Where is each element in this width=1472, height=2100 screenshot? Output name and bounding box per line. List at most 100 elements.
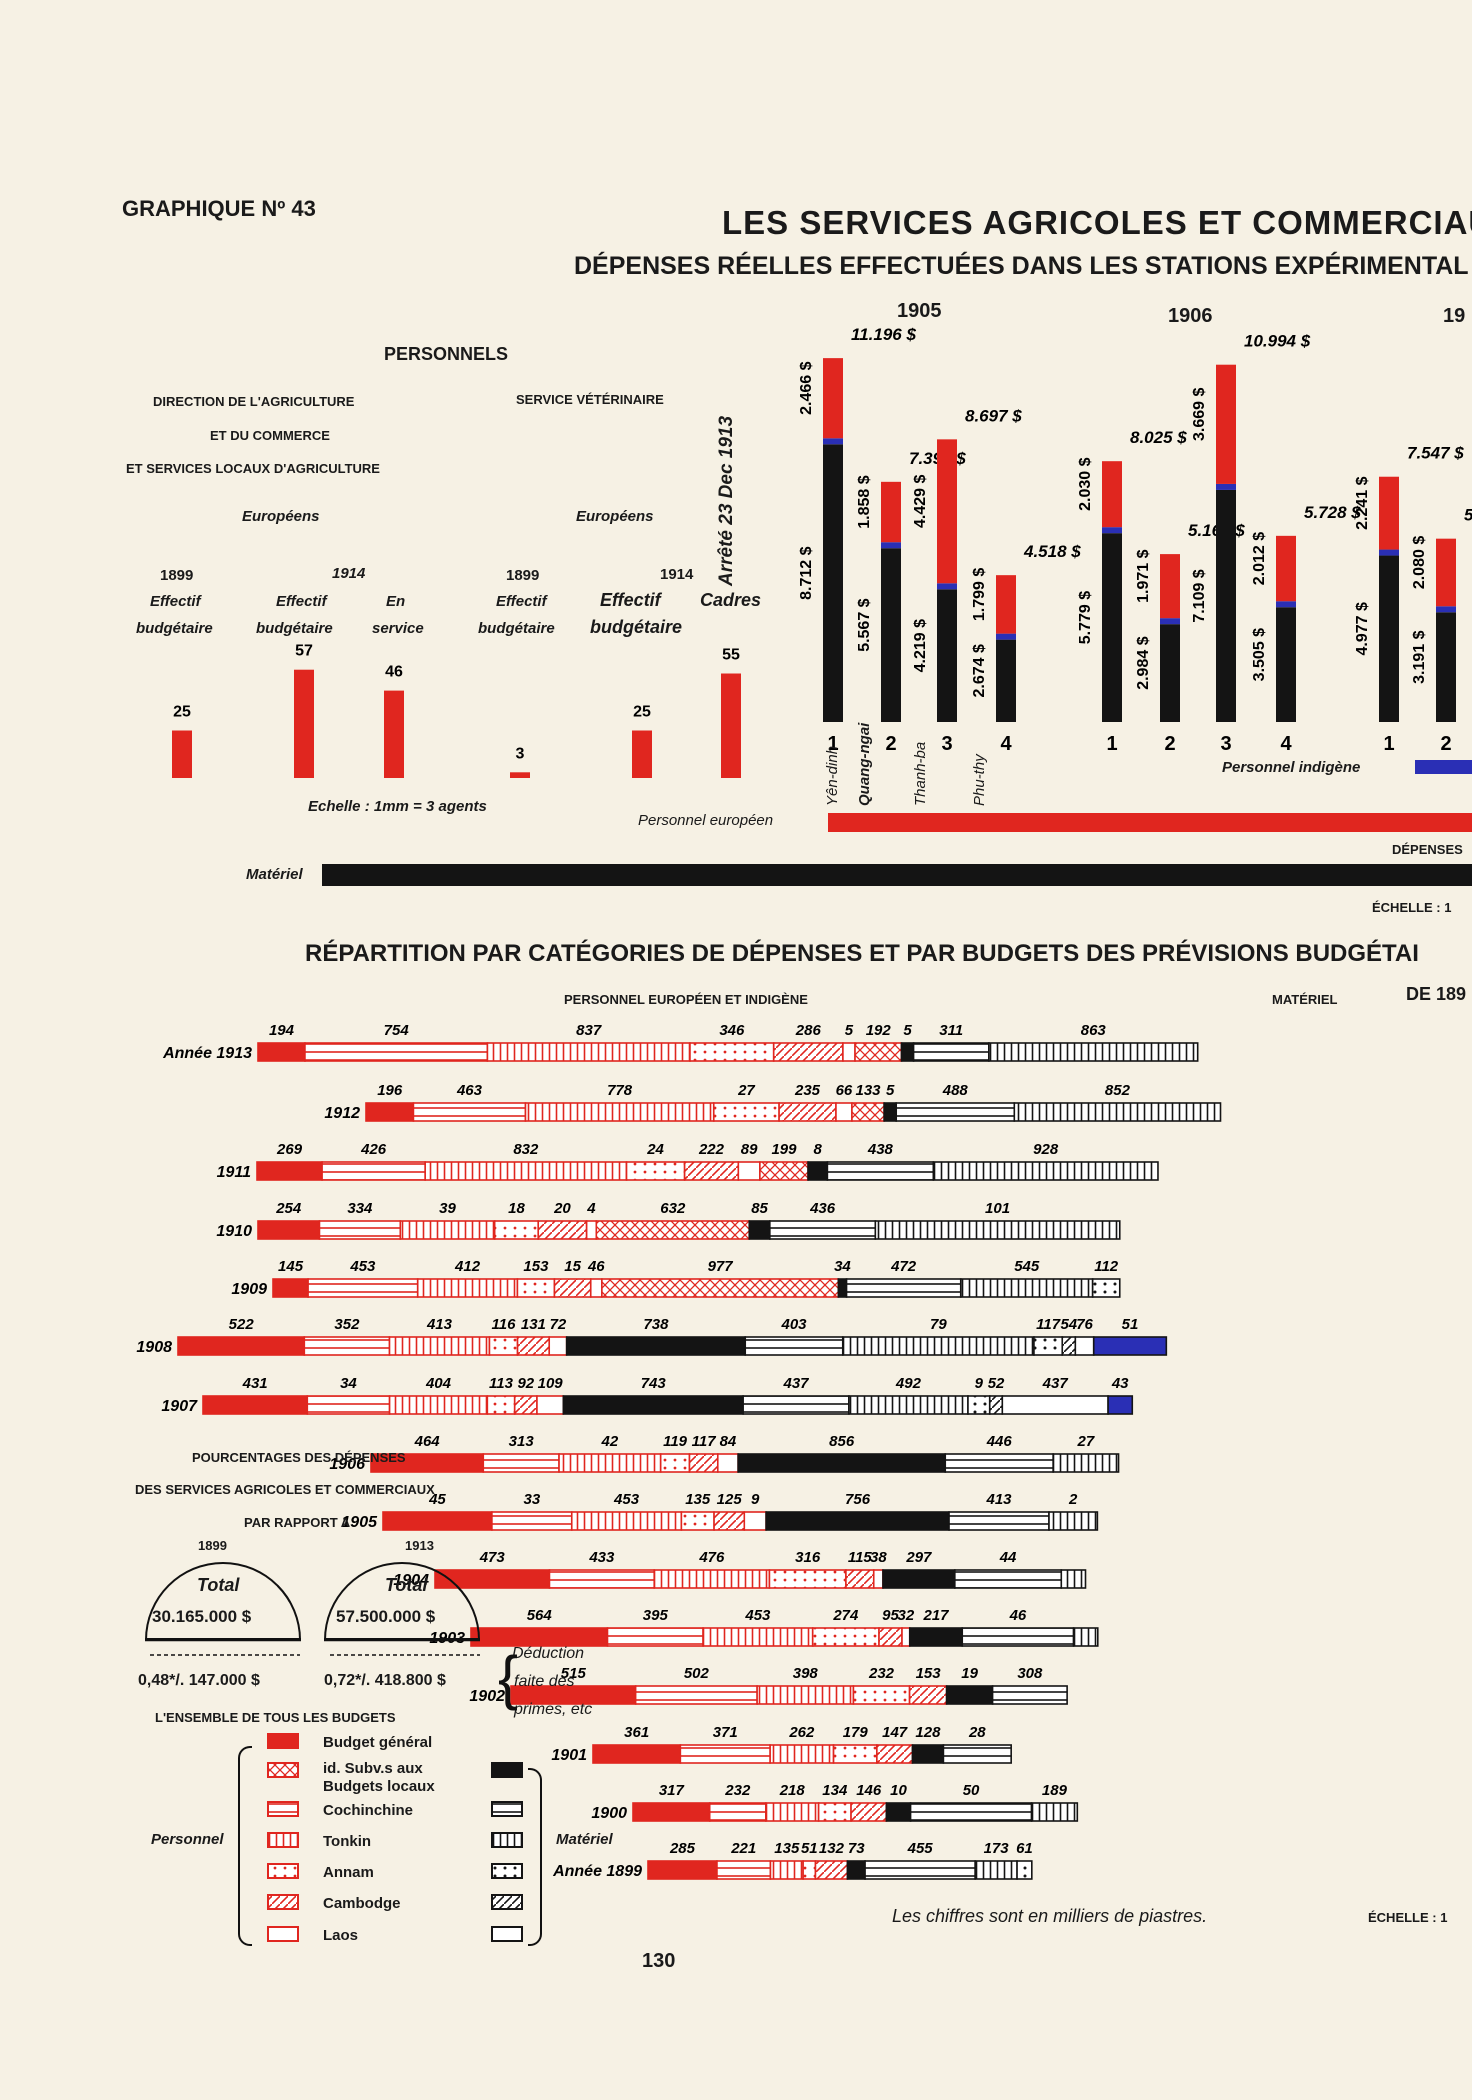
budget-segment	[680, 1511, 715, 1531]
budget-segment	[959, 1278, 1094, 1298]
budget-segment-value: 46	[1009, 1607, 1027, 1624]
station-bar-materiel-value: 5.567 $	[856, 598, 873, 651]
budget-segment-value: 10	[890, 1782, 907, 1799]
pct-year-a: 1899	[198, 1538, 227, 1553]
budget-row-year: 1911	[217, 1164, 252, 1181]
station-bar-total: 10.994 $	[1244, 332, 1311, 351]
budget-segment	[548, 1336, 568, 1356]
budget-segment-value: 453	[349, 1258, 376, 1275]
station-bar-materiel	[1216, 489, 1236, 722]
year-19xx-label: 19	[1443, 305, 1466, 327]
budget-segment-value: 403	[780, 1316, 807, 1333]
budget-segment	[516, 1336, 551, 1356]
budget-segment-value: 285	[669, 1840, 696, 1857]
budget-segment-value: 217	[922, 1607, 949, 1624]
budget-segment-value: 371	[713, 1724, 738, 1741]
legend-swatch-personnel	[267, 1762, 299, 1778]
personnels-title: PERSONNELS	[384, 344, 509, 364]
station-bar-personnel-value: 2.080 $	[1411, 536, 1428, 589]
materiel-label: Matériel	[246, 866, 303, 883]
budget-segment	[679, 1744, 771, 1764]
year-1906-label: 1906	[1168, 305, 1213, 327]
personnel-bar	[510, 772, 530, 778]
budget-segment-value: 515	[561, 1665, 587, 1682]
budget-segment	[765, 1802, 820, 1822]
budget-segment-value: 28	[968, 1724, 986, 1741]
budget-segment	[1060, 1569, 1087, 1589]
budget-segment	[895, 1102, 1016, 1122]
repartition-echelle: ÉCHELLE : 1	[1368, 1910, 1448, 1925]
budget-segment	[852, 1685, 911, 1705]
pct-value-1899: 0,48*/. 147.000 $	[138, 1672, 260, 1689]
budget-row-year: 1900	[591, 1805, 627, 1822]
budget-segment	[1016, 1860, 1033, 1880]
legend-swatch-personnel	[267, 1733, 299, 1749]
budget-segment	[708, 1802, 767, 1822]
budget-segment	[1107, 1395, 1134, 1415]
legend-swatch-personnel	[267, 1863, 299, 1879]
total-label-1899: Total	[197, 1575, 240, 1595]
budget-segment-value: 743	[641, 1375, 667, 1392]
station-bar-personnel	[1276, 535, 1296, 602]
legend-materiel-label: Matériel	[556, 1831, 613, 1848]
station-bar-personnel-value: 3.669 $	[1191, 388, 1208, 441]
budget-segment	[1001, 1395, 1109, 1415]
budget-segment	[382, 1511, 493, 1531]
personnel-europeen-bar	[828, 813, 1472, 832]
budget-segment-value: 32	[898, 1607, 915, 1624]
station-bar-indigene	[1276, 601, 1296, 608]
budget-segment-value: 778	[607, 1082, 633, 1099]
budget-segment-value: 38	[870, 1549, 887, 1566]
budget-segment-value: 43	[1111, 1375, 1129, 1392]
budget-segment-value: 218	[779, 1782, 806, 1799]
budget-segment-value: 146	[856, 1782, 882, 1799]
total-value-1913: 57.500.000 $	[336, 1607, 436, 1626]
station-bar-number: 4	[1000, 733, 1012, 755]
station-name-2: Quang-ngai	[856, 722, 873, 806]
budget-segment	[743, 1511, 767, 1531]
legend-text-cambodge: Cambodge	[323, 1895, 401, 1912]
budget-segment-value: 436	[809, 1200, 836, 1217]
total-label-1913: Total	[385, 1575, 428, 1595]
budget-segment	[778, 1102, 837, 1122]
budget-segment-value: 977	[708, 1258, 734, 1275]
budget-segment-value: 52	[988, 1375, 1005, 1392]
budget-segment	[988, 1042, 1199, 1062]
station-bar-indigene	[823, 438, 843, 445]
station-bar-personnel-value: 1.858 $	[856, 475, 873, 528]
budget-segment-value: 115	[848, 1549, 873, 1566]
budget-segment-value: 95	[882, 1607, 899, 1624]
station-bar-materiel-value: 2.984 $	[1135, 636, 1152, 689]
budget-segment	[908, 1627, 964, 1647]
budget-segment-value: 492	[895, 1375, 922, 1392]
budget-segment	[470, 1627, 609, 1647]
budget-segment	[769, 1860, 804, 1880]
station-bar-personnel	[996, 575, 1016, 634]
budget-segment-value: 502	[684, 1665, 710, 1682]
budget-segment	[595, 1220, 751, 1240]
budget-segment	[585, 1220, 598, 1240]
personnels-scale: Echelle : 1mm = 3 agents	[308, 798, 487, 815]
budget-segment	[257, 1042, 306, 1062]
budget-segment	[318, 1220, 402, 1240]
budget-segment	[876, 1744, 914, 1764]
budget-segment	[826, 1161, 935, 1181]
budget-segment-value: 754	[384, 1022, 410, 1039]
europeens-label-2: Européens	[576, 508, 654, 525]
col-label-budgetaire-2: budgétaire	[256, 620, 333, 637]
station-bar-indigene	[937, 583, 957, 590]
budget-segment	[846, 1860, 866, 1880]
personnel-bar	[632, 730, 652, 778]
station-bar-materiel-value: 3.191 $	[1411, 630, 1428, 683]
budget-segment-value: 317	[659, 1782, 685, 1799]
personnel-bar-value: 3	[516, 745, 525, 762]
budget-segment	[807, 1161, 829, 1181]
budget-segment-value: 5	[886, 1082, 895, 1099]
budget-segment	[737, 1453, 947, 1473]
budget-segment-value: 132	[819, 1840, 845, 1857]
budget-segment-value: 334	[347, 1200, 373, 1217]
budget-segment-value: 61	[1016, 1840, 1033, 1857]
budget-segment	[885, 1802, 912, 1822]
legend-personnel-label: Personnel	[151, 1831, 224, 1848]
